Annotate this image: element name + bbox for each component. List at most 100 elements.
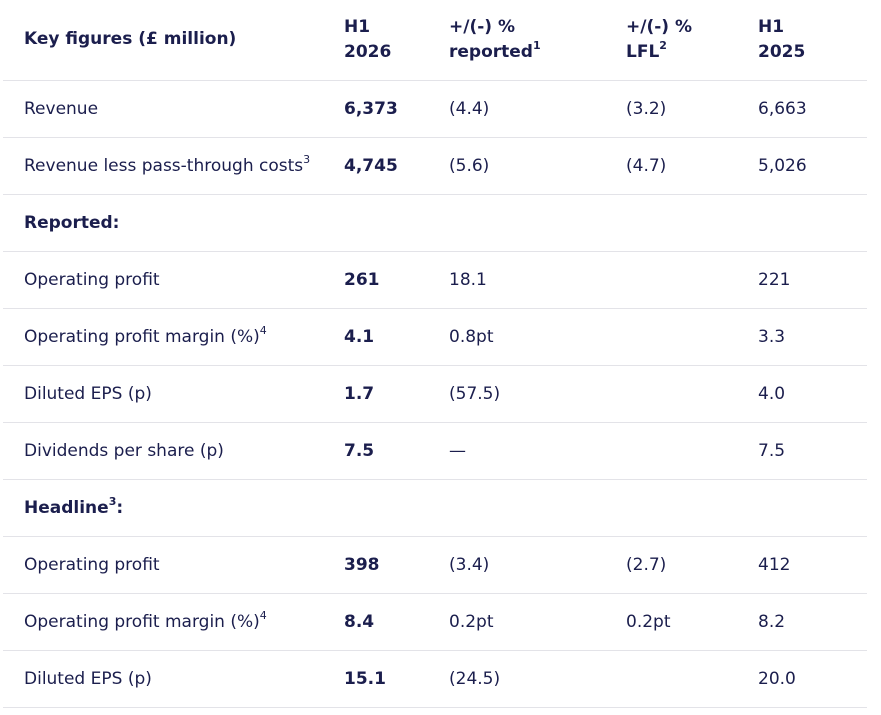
cell-change-reported: (3.4) [449,554,490,575]
cell-change-reported: (5.6) [449,155,490,176]
cell-change-lfl [626,251,758,308]
header-change-lfl-line2: LFL2 [626,40,758,65]
header-change-reported-line1: +/(-) % [449,16,515,37]
row-label: Operating profit [3,536,344,593]
cell-h1-2026: 4.1 [344,326,375,347]
table-row: Revenue 6,373 (4.4) (3.2) 6,663 [3,80,867,137]
header-change-reported-text: reported [449,41,533,62]
cell-change-lfl: (4.7) [626,155,667,176]
cell-h1-2025: 412 [758,554,791,575]
table-row: Revenue less pass-through costs3 4,745 (5.… [3,137,867,194]
footnote-marker: 2 [659,39,667,53]
header-h1-2025: H1 2025 [758,0,867,80]
row-label-text: Revenue less pass-through costs [24,155,304,176]
row-label: Diluted EPS (p) [3,365,344,422]
section-header-row: Reported: [3,194,867,251]
cell-h1-2026: 6,373 [344,98,398,119]
cell-h1-2025: 221 [758,269,791,290]
cell-change-reported: (57.5) [449,383,501,404]
row-label: Revenue [3,80,344,137]
table-body: Revenue 6,373 (4.4) (3.2) 6,663 Revenue less … [3,80,867,707]
row-label-suffix: : [116,497,124,518]
cell-change-lfl [626,650,758,707]
header-change-reported-line2: reported1 [449,40,626,65]
cell-h1-2026 [344,479,449,536]
header-key-figures: Key figures (£ million) [3,0,344,80]
section-header-row: Headline3: [3,479,867,536]
row-label-text: Revenue [24,98,99,119]
cell-change-reported [449,479,626,536]
header-change-lfl-text: LFL [626,41,660,62]
header-change-lfl: +/(-) % LFL2 [626,0,758,80]
table-row: Diluted EPS (p) 1.7 (57.5) 4.0 [3,365,867,422]
table-row: Operating profit 398 (3.4) (2.7) 412 [3,536,867,593]
cell-h1-2026: 15.1 [344,668,386,689]
row-label-text: Reported: [24,212,120,233]
row-label-text: Operating profit margin (%) [24,326,260,347]
row-label-text: Operating profit margin (%) [24,611,260,632]
row-label: Operating profit margin (%)4 [3,593,344,650]
cell-change-reported: 0.2pt [449,611,494,632]
cell-h1-2026: 398 [344,554,380,575]
footnote-marker: 4 [259,608,267,622]
key-figures-table: Key figures (£ million) H1 2026 +/(-) % … [3,0,867,708]
row-label: Diluted EPS (p) [3,650,344,707]
cell-h1-2026: 4,745 [344,155,398,176]
header-h1-2025-line1: H1 [758,16,785,37]
cell-h1-2025: 8.2 [758,611,786,632]
cell-change-lfl: 0.2pt [626,611,671,632]
row-label-text: Headline [24,497,109,518]
cell-h1-2025 [758,194,867,251]
cell-change-reported: (4.4) [449,98,490,119]
cell-change-reported: 18.1 [449,269,487,290]
cell-change-reported [449,194,626,251]
cell-change-lfl [626,308,758,365]
row-label-text: Operating profit [24,554,160,575]
header-key-figures-label: Key figures (£ million) [24,29,237,50]
header-h1-2025-line2: 2025 [758,41,806,62]
table-row: Operating profit 261 18.1 221 [3,251,867,308]
cell-h1-2026: 1.7 [344,383,375,404]
cell-h1-2026: 7.5 [344,440,375,461]
cell-h1-2025 [758,479,867,536]
cell-change-lfl: (3.2) [626,98,667,119]
table-row: Operating profit margin (%)4 4.1 0.8pt 3.3 [3,308,867,365]
cell-change-lfl [626,365,758,422]
section-label: Reported: [3,194,344,251]
footnote-marker: 3 [303,152,311,166]
header-h1-2026-line2: 2026 [344,41,392,62]
cell-change-reported: 0.8pt [449,326,494,347]
row-label: Operating profit margin (%)4 [3,308,344,365]
cell-h1-2025: 4.0 [758,383,786,404]
cell-change-reported: (24.5) [449,668,501,689]
footnote-marker: 3 [108,494,117,508]
cell-change-lfl [626,422,758,479]
cell-h1-2026: 261 [344,269,380,290]
table-row: Operating profit margin (%)4 8.4 0.2pt 0.2p… [3,593,867,650]
row-label-text: Dividends per share (p) [24,440,224,461]
cell-change-lfl [626,194,758,251]
footnote-marker: 4 [259,323,267,337]
header-h1-2026: H1 2026 [344,0,449,80]
header-change-reported: +/(-) % reported1 [449,0,626,80]
header-change-lfl-line1: +/(-) % [626,16,692,37]
cell-h1-2025: 6,663 [758,98,807,119]
table-row: Diluted EPS (p) 15.1 (24.5) 20.0 [3,650,867,707]
cell-change-reported: — [449,440,466,461]
cell-h1-2025: 7.5 [758,440,786,461]
footnote-marker: 1 [532,39,541,53]
cell-h1-2026 [344,194,449,251]
cell-h1-2025: 5,026 [758,155,807,176]
section-label: Headline3: [3,479,344,536]
cell-h1-2025: 20.0 [758,668,796,689]
header-h1-2026-line1: H1 [344,16,371,37]
row-label-text: Diluted EPS (p) [24,383,152,404]
row-label-text: Diluted EPS (p) [24,668,152,689]
cell-change-lfl: (2.7) [626,554,667,575]
row-label-text: Operating profit [24,269,160,290]
row-label: Dividends per share (p) [3,422,344,479]
cell-change-lfl [626,479,758,536]
row-label: Operating profit [3,251,344,308]
table-row: Dividends per share (p) 7.5 — 7.5 [3,422,867,479]
